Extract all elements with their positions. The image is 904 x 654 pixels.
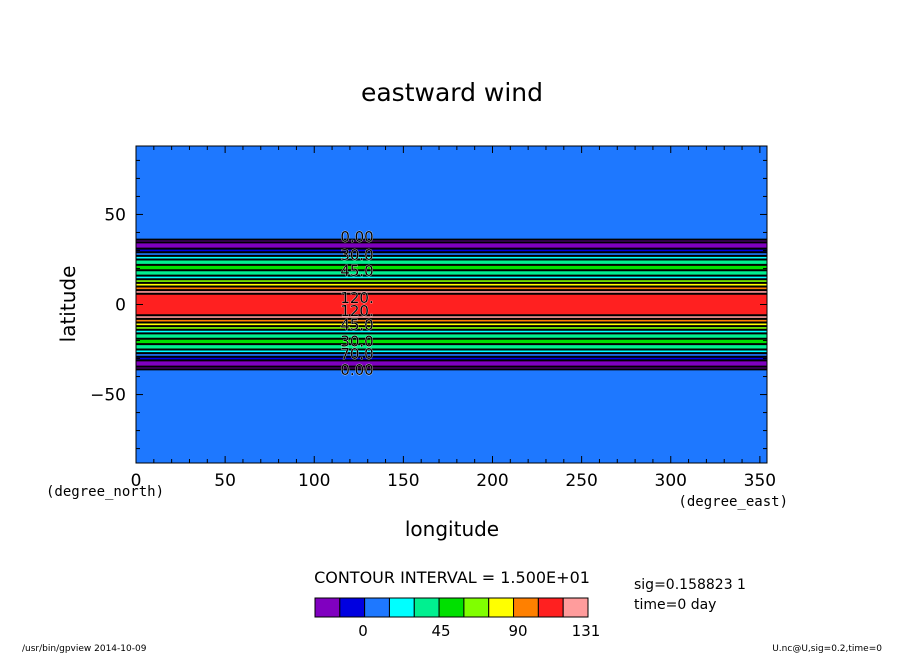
contour-band	[136, 279, 767, 283]
x-tick-label: 100	[298, 471, 330, 491]
contour-band	[136, 360, 767, 367]
contour-band	[136, 270, 767, 276]
contour-band	[136, 252, 767, 256]
contour-label: 70.0	[340, 345, 373, 363]
colorbar-swatch	[388, 597, 415, 618]
contour-band	[136, 264, 767, 271]
x-axis-unit: (degree_east)	[678, 494, 788, 510]
contour-band	[136, 333, 767, 339]
contour-band	[136, 259, 767, 265]
footer-right: U.nc@U,sig=0.2,time=0	[772, 644, 882, 654]
colorbar-swatch	[488, 597, 515, 618]
contour-label: 45.0	[340, 262, 373, 280]
x-tick-label: 0	[131, 471, 142, 491]
contour-label: 45.0	[340, 316, 373, 334]
time-info: time=0 day	[634, 597, 716, 613]
contour-band	[136, 353, 767, 357]
plot-area	[136, 146, 767, 463]
x-tick-label: 350	[744, 471, 776, 491]
colorbar	[314, 597, 589, 618]
y-tick-label: 50	[104, 205, 126, 225]
contour-band	[136, 326, 767, 330]
y-axis-unit: (degree_north)	[46, 484, 164, 500]
x-tick-label: 50	[214, 471, 236, 491]
contour-interval-label: CONTOUR INTERVAL = 1.500E+01	[314, 568, 590, 587]
contour-band	[136, 282, 767, 287]
contour-band	[136, 315, 767, 319]
contour-label: 120.	[340, 302, 373, 320]
x-axis: 0 50 100 150 200 250 300 350	[131, 146, 776, 491]
x-tick-label: 200	[476, 471, 508, 491]
x-tick-label: 300	[655, 471, 687, 491]
colorbar-label: 0	[358, 622, 368, 640]
x-axis-title: longitude	[405, 517, 499, 541]
colorbar-swatch	[314, 597, 341, 618]
contour-band	[136, 356, 767, 361]
contour-band	[136, 344, 767, 350]
colorbar-swatch	[364, 597, 390, 618]
colorbar-swatch	[562, 597, 589, 618]
contour-band	[136, 338, 767, 345]
contour-lines	[136, 238, 767, 371]
colorbar-swatch	[413, 597, 440, 618]
sig-info: sig=0.158823 1	[634, 577, 746, 593]
contour-band	[136, 369, 767, 463]
contour-label: 30.0	[340, 332, 373, 350]
contour-band	[136, 239, 767, 243]
contour-band	[136, 286, 767, 291]
contour-label: 30.0	[340, 246, 373, 264]
contour-band	[136, 318, 767, 323]
footer-left: /usr/bin/gpview 2014-10-09	[22, 644, 147, 654]
colorbar-labels: 0 45 90 131	[358, 622, 600, 640]
contour-band	[136, 329, 767, 334]
colorbar-label: 45	[431, 622, 450, 640]
y-tick-label: 0	[115, 296, 126, 316]
y-tick-label: −50	[90, 386, 126, 406]
chart-title: eastward wind	[361, 78, 543, 107]
colorbar-label: 131	[572, 622, 601, 640]
contour-band	[136, 146, 767, 240]
contour-band	[136, 349, 767, 354]
contour-band	[136, 255, 767, 260]
colorbar-swatch	[339, 597, 366, 618]
colorbar-swatch	[537, 597, 564, 618]
colorbar-swatch	[463, 597, 490, 618]
contour-label: 120.	[340, 289, 373, 307]
x-tick-label: 150	[387, 471, 419, 491]
colorbar-label: 90	[508, 622, 527, 640]
colorbar-swatch	[513, 597, 539, 618]
contour-band	[136, 248, 767, 253]
x-tick-label: 250	[565, 471, 597, 491]
y-axis-title: latitude	[56, 266, 80, 343]
contour-label: 0.00	[340, 228, 373, 246]
contour-band	[136, 366, 767, 370]
y-axis: 50 0 −50	[90, 159, 767, 450]
contour-band	[136, 293, 767, 316]
contour-band	[136, 290, 767, 294]
contour-band	[136, 322, 767, 327]
colorbar-swatch	[438, 597, 465, 618]
contour-band	[136, 242, 767, 249]
contour-label: 0.00	[340, 361, 373, 379]
contour-band	[136, 275, 767, 280]
